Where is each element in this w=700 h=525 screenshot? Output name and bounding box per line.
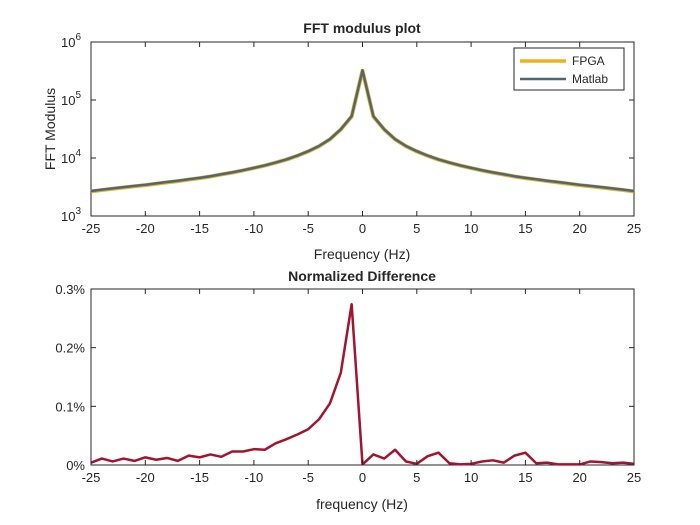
y-tick-base: 10: [61, 151, 75, 166]
plot1-x-tick-label: -15: [190, 221, 209, 236]
plot2-x-ticks: -25 -20 -15 -10 -5 0 5 10 15 20 25: [82, 289, 641, 485]
plot1-x-tick-label: 5: [413, 221, 420, 236]
plot2-x-tick-label: -20: [136, 470, 155, 485]
plot1-x-axis-label: Frequency (Hz): [314, 246, 410, 262]
plot1-title: FFT modulus plot: [303, 20, 421, 36]
y-tick-base: 10: [61, 93, 75, 108]
plot1-x-tick-label: 15: [518, 221, 532, 236]
y-tick-base: 10: [61, 209, 75, 224]
legend-label-fpga: FPGA: [572, 54, 605, 68]
plot1-y-tick-label: 103: [61, 206, 81, 224]
y-tick-exponent: 4: [75, 148, 81, 159]
plot2-x-tick-label: 20: [572, 470, 586, 485]
plot1-y-tick-label: 106: [61, 32, 81, 50]
plot1-y-tick-label: 104: [61, 148, 81, 166]
plot1-x-tick-label: -10: [245, 221, 264, 236]
plot1-x-tick-label: 10: [464, 221, 478, 236]
plot1-x-tick-label: -5: [302, 221, 314, 236]
plot2-title: Normalized Difference: [288, 268, 436, 284]
legend-box: [513, 47, 625, 91]
plot2-x-tick-label: -5: [302, 470, 314, 485]
plot2-x-tick-label: 5: [413, 470, 420, 485]
plot2-x-tick-label: 0: [359, 470, 366, 485]
plot1-x-ticks: -25 -20 -15 -10 -5 0 5 10 15 20 25: [82, 42, 641, 236]
y-tick-exponent: 6: [75, 32, 81, 43]
plot2-y-ticks: 0% 0.1% 0.2% 0.3%: [55, 282, 634, 473]
y-tick-exponent: 3: [75, 206, 81, 217]
plot2-x-tick-label: -25: [82, 470, 101, 485]
y-tick-base: 10: [61, 35, 75, 50]
legend-label-matlab: Matlab: [572, 72, 608, 86]
plot1-x-tick-label: 25: [627, 221, 641, 236]
plot2-axes-box: [90, 288, 635, 466]
plot1-y-tick-label: 105: [61, 90, 81, 108]
plot1-y-axis-label: FFT Modulus: [42, 88, 58, 170]
plot1-series-group: [90, 68, 635, 194]
y-tick-exponent: 5: [75, 90, 81, 101]
plot2-x-tick-label: 25: [627, 470, 641, 485]
plot2-x-tick-label: 10: [464, 470, 478, 485]
normalized-difference-plot: -25 -20 -15 -10 -5 0 5 10 15 20 25 0%0.1%0.2%0.3% …: [55, 268, 641, 512]
plot2-y-tick-label: 0.3%: [55, 282, 85, 297]
plot1-x-tick-label: 0: [359, 221, 366, 236]
plot2-x-tick-label: -15: [190, 470, 209, 485]
plot2-y-tick-label: 0%: [66, 458, 85, 473]
plot1-x-tick-label: -20: [136, 221, 155, 236]
plot2-x-tick-label: 15: [518, 470, 532, 485]
plot2-y-tick-label: 0.1%: [55, 399, 85, 414]
plot1-x-tick-label: 20: [572, 221, 586, 236]
plot2-y-tick-label: 0.2%: [55, 341, 85, 356]
plot2-x-tick-label: -10: [245, 470, 264, 485]
plot1-legend: FPGA Matlab: [513, 47, 625, 91]
plot2-x-axis-label: frequency (Hz): [316, 496, 408, 512]
plot1-x-tick-label: -25: [82, 221, 101, 236]
plot1-series-line-2: [90, 69, 635, 193]
